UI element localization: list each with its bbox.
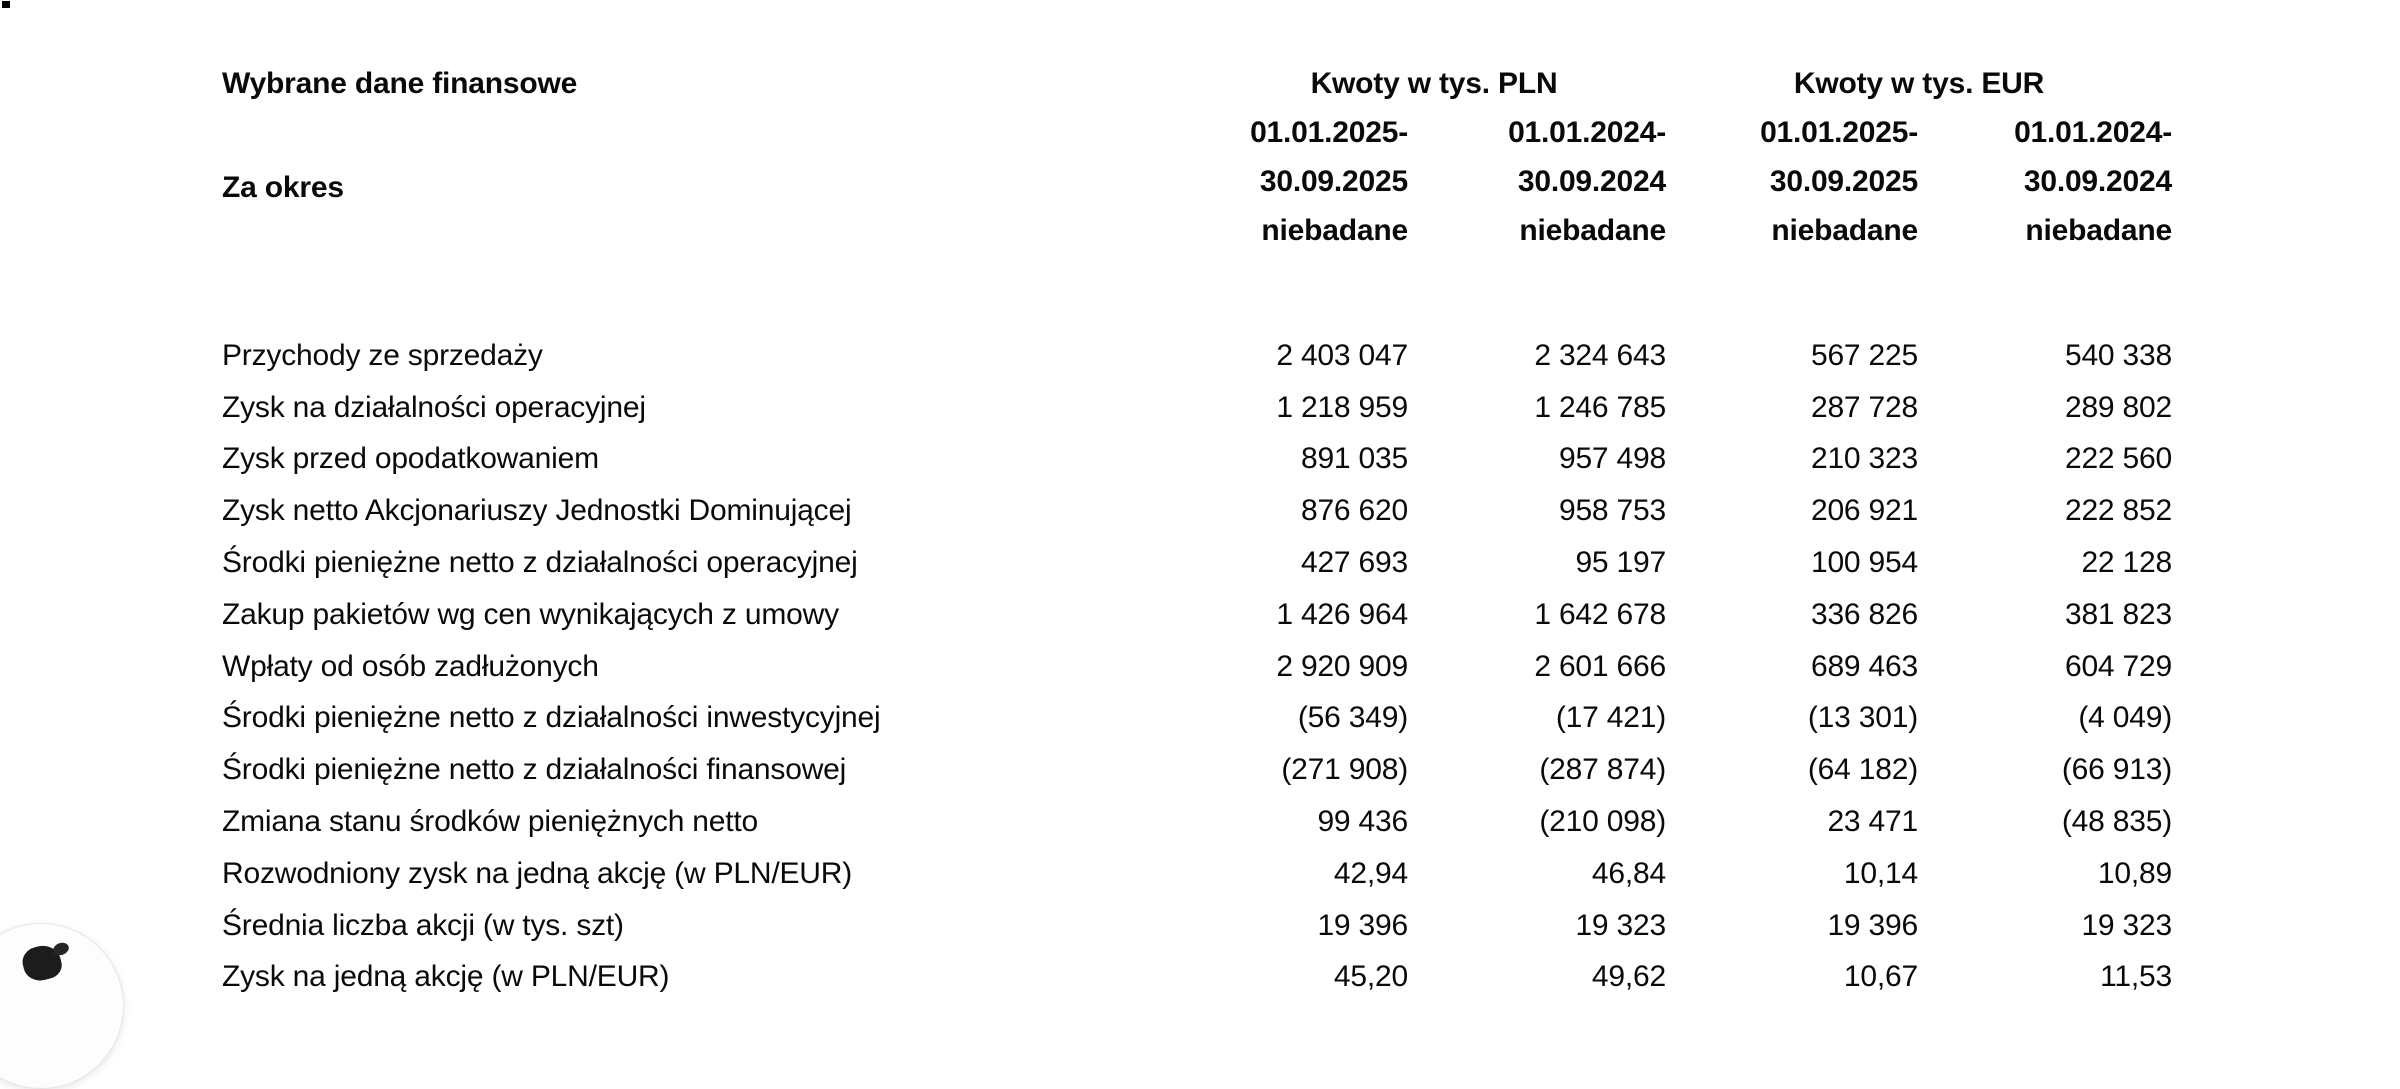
row-value: 19 396 (1317, 908, 1408, 942)
period-end: 30.09.2025 (1259, 165, 1408, 198)
row-value: 11,53 (2100, 960, 2172, 994)
row-label: Przychody ze sprzedaży (222, 338, 543, 372)
period-end: 30.09.2024 (1517, 165, 1666, 198)
row-value: 567 225 (1810, 338, 1918, 372)
row-value: 206 921 (1810, 494, 1918, 528)
row-value: 10,89 (2097, 856, 2172, 890)
row-value: 2 324 643 (1534, 338, 1666, 372)
row-value: 1 426 964 (1276, 597, 1408, 631)
row-value: 287 728 (1810, 390, 1918, 424)
row-value: 19 323 (1575, 908, 1666, 942)
row-value: 891 035 (1300, 442, 1408, 476)
row-value: 2 920 909 (1276, 649, 1408, 683)
column-header-pln-2024: 01.01.2024- 30.09.2024 niebadane (1408, 108, 1666, 258)
row-label: Środki pieniężne netto z działalności in… (222, 701, 881, 735)
row-value: 336 826 (1810, 597, 1918, 631)
row-value: 222 560 (2064, 442, 2172, 476)
column-header-pln-2025: 01.01.2025- 30.09.2025 niebadane (1202, 108, 1408, 258)
period-start: 01.01.2025- (1760, 116, 1918, 149)
row-value: 100 954 (1810, 546, 1918, 580)
row-value: 42,94 (1333, 856, 1408, 890)
period-start: 01.01.2024- (1508, 116, 1666, 149)
row-value: (13 301) (1807, 701, 1918, 735)
period-start: 01.01.2025- (1250, 116, 1408, 149)
row-value: 689 463 (1810, 649, 1918, 683)
row-value: 210 323 (1810, 442, 1918, 476)
row-value: 46,84 (1591, 856, 1666, 890)
financial-table: Wybrane dane finansowe Kwoty w tys. PLN … (222, 60, 2172, 1003)
row-value: 540 338 (2064, 338, 2172, 372)
row-value: 99 436 (1317, 805, 1408, 839)
row-label: Zakup pakietów wg cen wynikających z umo… (222, 597, 839, 631)
row-value: (17 421) (1555, 701, 1666, 735)
row-value: 957 498 (1558, 442, 1666, 476)
document-title: Wybrane dane finansowe (222, 67, 578, 100)
row-value: 1 642 678 (1534, 597, 1666, 631)
row-value: 10,67 (1843, 960, 1918, 994)
row-label: Zysk na jedną akcję (w PLN/EUR) (222, 960, 670, 994)
row-value: (66 913) (2061, 753, 2172, 787)
column-header-eur-2025: 01.01.2025- 30.09.2025 niebadane (1666, 108, 1918, 258)
period-start: 01.01.2024- (2014, 116, 2172, 149)
column-header-eur-2024: 01.01.2024- 30.09.2024 niebadane (1918, 108, 2172, 258)
row-value: 958 753 (1558, 494, 1666, 528)
row-label: Rozwodniony zysk na jedną akcję (w PLN/E… (222, 856, 852, 890)
row-label: Środki pieniężne netto z działalności op… (222, 546, 858, 580)
row-value: 22 128 (2081, 546, 2172, 580)
row-value: 222 852 (2064, 494, 2172, 528)
screen-corner-artifact (2, 1, 10, 8)
row-value: 381 823 (2064, 597, 2172, 631)
row-value: 10,14 (1843, 856, 1918, 890)
row-value: (210 098) (1539, 805, 1666, 839)
audit-status: niebadane (2025, 214, 2172, 247)
row-value: 23 471 (1827, 805, 1918, 839)
row-value: 604 729 (2064, 649, 2172, 683)
header-body-gap (222, 316, 2172, 330)
row-value: 427 693 (1300, 546, 1408, 580)
row-value: (56 349) (1297, 701, 1408, 735)
row-value: 95 197 (1575, 546, 1666, 580)
row-label: Środki pieniężne netto z działalności fi… (222, 753, 847, 787)
row-value: 876 620 (1300, 494, 1408, 528)
row-value: 45,20 (1333, 960, 1408, 994)
row-value: (64 182) (1807, 753, 1918, 787)
floating-thumbnail[interactable] (0, 923, 124, 1089)
row-value: 49,62 (1591, 960, 1666, 994)
row-value: 1 246 785 (1534, 390, 1666, 424)
audit-status: niebadane (1261, 214, 1408, 247)
group-header-eur: Kwoty w tys. EUR (1793, 67, 2045, 100)
row-value: 289 802 (2064, 390, 2172, 424)
period-label: Za okres (222, 171, 344, 204)
row-value: (287 874) (1539, 753, 1666, 787)
audit-status: niebadane (1519, 214, 1666, 247)
row-value: (48 835) (2061, 805, 2172, 839)
row-value: 2 403 047 (1276, 338, 1408, 372)
row-value: 19 396 (1827, 908, 1918, 942)
row-label: Zmiana stanu środków pieniężnych netto (222, 805, 759, 839)
row-value: 19 323 (2081, 908, 2172, 942)
audit-status: niebadane (1771, 214, 1918, 247)
period-end: 30.09.2025 (1769, 165, 1918, 198)
row-value: 1 218 959 (1276, 390, 1408, 424)
row-value: (4 049) (2078, 701, 2172, 735)
row-label: Zysk na działalności operacyjnej (222, 390, 646, 424)
row-label: Średnia liczba akcji (w tys. szt) (222, 908, 624, 942)
row-value: 2 601 666 (1534, 649, 1666, 683)
period-end: 30.09.2024 (2023, 165, 2172, 198)
group-header-pln: Kwoty w tys. PLN (1310, 67, 1558, 100)
row-value: (271 908) (1281, 753, 1408, 787)
row-label: Zysk przed opodatkowaniem (222, 442, 599, 476)
row-label: Wpłaty od osób zadłużonych (222, 649, 599, 683)
row-label: Zysk netto Akcjonariuszy Jednostki Domin… (222, 494, 852, 528)
